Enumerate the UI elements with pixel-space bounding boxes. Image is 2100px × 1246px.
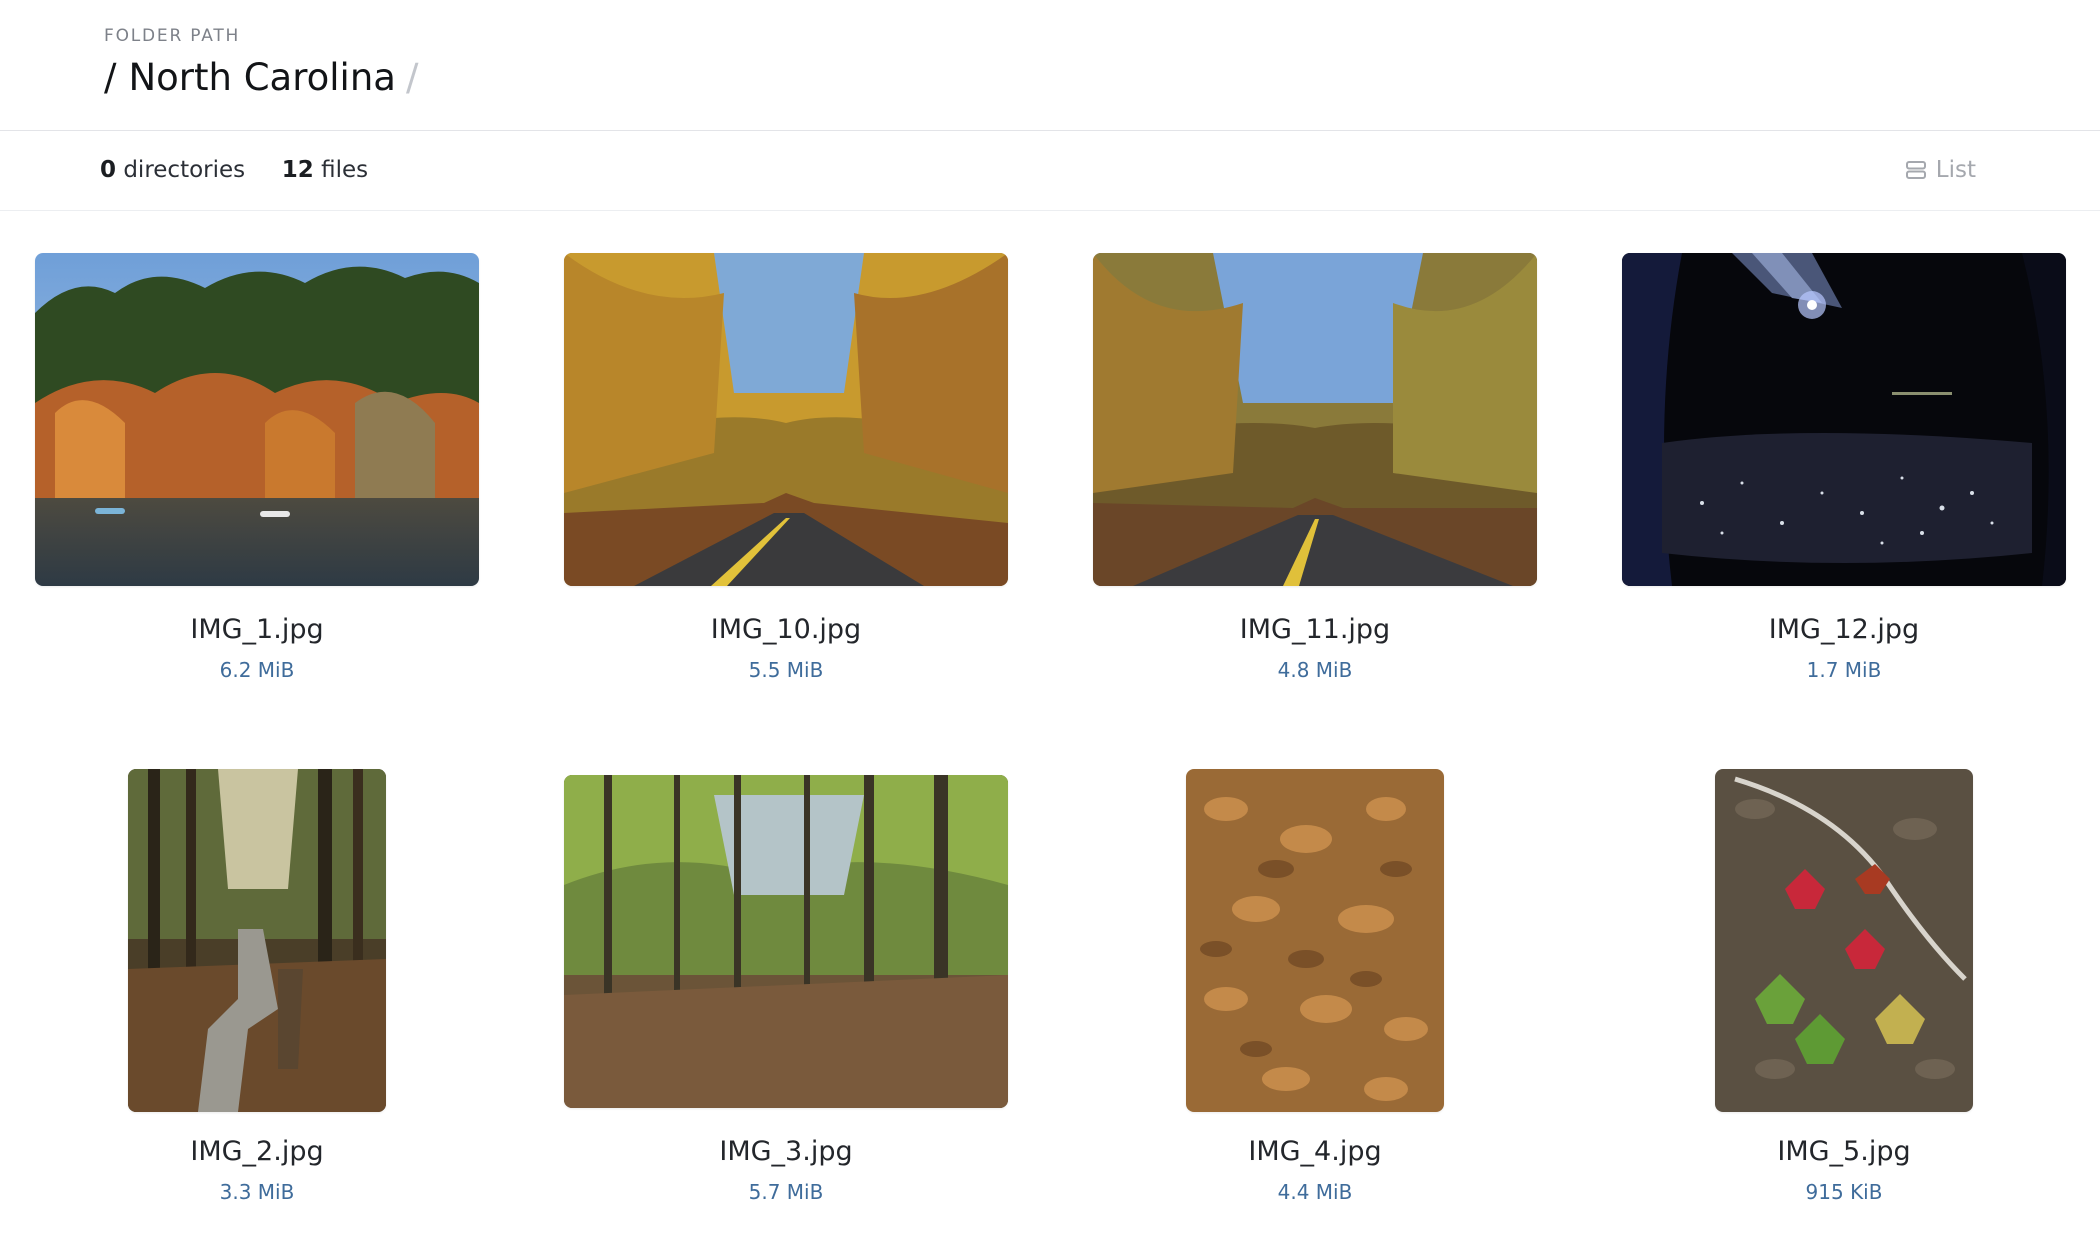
breadcrumb-current-folder[interactable]: North Carolina <box>128 56 396 99</box>
list-view-icon <box>1905 161 1926 179</box>
files-count: 12 <box>281 157 314 183</box>
file-size: 3.3 MiB <box>219 1180 295 1204</box>
file-size: 5.7 MiB <box>748 1180 824 1204</box>
file-name[interactable]: IMG_10.jpg <box>710 614 862 645</box>
thumbnail-maple-leaves[interactable] <box>1715 769 1973 1112</box>
file-size: 4.8 MiB <box>1277 658 1353 682</box>
thumbnail-autumn-road[interactable] <box>564 253 1008 586</box>
thumbnail-fallen-leaves[interactable] <box>1186 769 1444 1112</box>
directories-count: 0 <box>100 157 117 183</box>
view-toggle: List Grid <box>1905 157 2002 394</box>
file-name[interactable]: IMG_12.jpg <box>1768 614 1920 645</box>
file-size: 6.2 MiB <box>219 658 295 682</box>
file-name[interactable]: IMG_1.jpg <box>190 614 324 645</box>
file-name[interactable]: IMG_4.jpg <box>1248 1136 1382 1167</box>
list-view-label: List <box>1935 157 1976 183</box>
folder-path-label: FOLDER PATH <box>104 26 241 46</box>
item-counts: 0 directories 12 files <box>100 157 368 183</box>
file-name[interactable]: IMG_11.jpg <box>1239 614 1391 645</box>
file-name[interactable]: IMG_5.jpg <box>1777 1136 1911 1167</box>
directories-label: directories <box>123 157 246 183</box>
file-size: 1.7 MiB <box>1806 658 1882 682</box>
folder-header: FOLDER PATH / North Carolina / <box>0 0 2100 131</box>
thumbnail-lake-autumn[interactable] <box>35 253 479 586</box>
breadcrumb-trailing-separator: / <box>405 56 419 99</box>
thumbnail-night-city-flight[interactable] <box>1622 253 2066 586</box>
thumbnail-forest-road[interactable] <box>1093 253 1537 586</box>
thumbnail-forest-trail[interactable] <box>128 769 386 1112</box>
file-name[interactable]: IMG_2.jpg <box>190 1136 324 1167</box>
thumbnail-green-forest[interactable] <box>564 775 1008 1108</box>
list-view-button[interactable]: List <box>1905 157 1976 183</box>
file-size: 915 KiB <box>1805 1180 1883 1204</box>
file-name[interactable]: IMG_3.jpg <box>719 1136 853 1167</box>
file-size: 4.4 MiB <box>1277 1180 1353 1204</box>
breadcrumb-separator: / <box>104 56 117 99</box>
files-label: files <box>321 157 369 183</box>
file-size: 5.5 MiB <box>748 658 824 682</box>
breadcrumb: / North Carolina / <box>104 56 418 99</box>
toolbar: 0 directories 12 files List Grid <box>0 131 2100 394</box>
